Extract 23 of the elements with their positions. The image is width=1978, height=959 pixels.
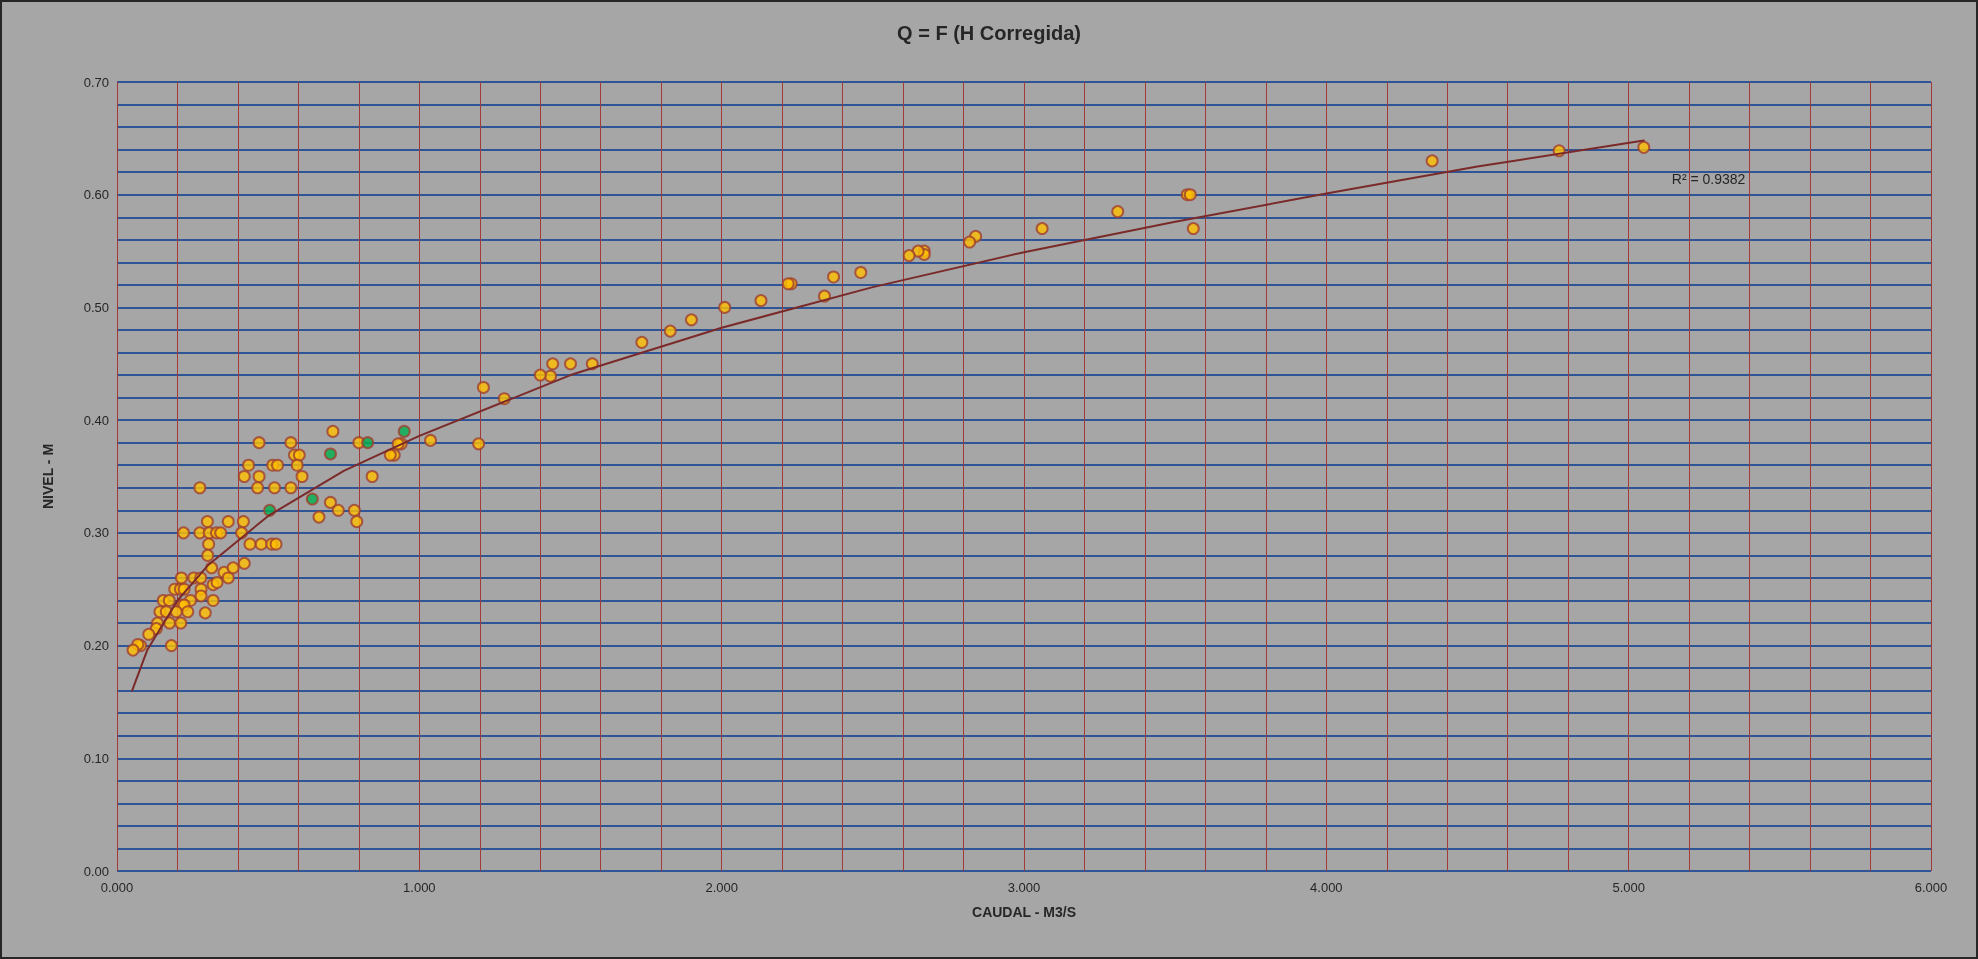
y-tick-label: 0.60 [83, 187, 109, 203]
point [305, 492, 319, 506]
y-tick-label: 0.00 [83, 863, 109, 879]
y-tick-label: 0.40 [83, 412, 109, 428]
x-tick-label: 0.000 [100, 880, 134, 895]
point [361, 436, 375, 450]
x-tick-label: 5.000 [1612, 880, 1645, 895]
x-tick-label: 1.000 [403, 880, 436, 895]
x-axis-title: CAUDAL - M3/S [972, 904, 1076, 920]
chart-title: Q = F (H Corregida) [897, 22, 1081, 44]
y-tick-label: 0.10 [83, 750, 109, 766]
y-tick-label: 0.50 [83, 299, 109, 315]
point [323, 447, 337, 461]
y-tick-label: 0.20 [83, 638, 109, 654]
point [397, 424, 411, 438]
x-tick-label: 3.000 [1007, 880, 1041, 895]
y-axis-title: NIVEL - M [40, 443, 56, 510]
y-tick-label: 0.70 [83, 74, 109, 90]
x-tick-label: 4.000 [1310, 880, 1343, 895]
x-tick-label: 2.000 [705, 880, 738, 895]
y-tick-label: 0.30 [83, 525, 109, 541]
x-tick-label: 6.000 [1914, 880, 1948, 895]
annotation: R² = 0.9382 [1671, 170, 1746, 187]
